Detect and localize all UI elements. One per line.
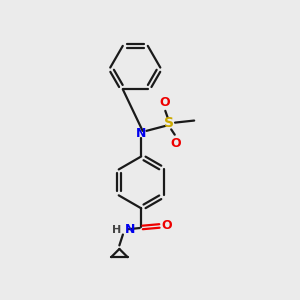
Text: N: N <box>124 223 135 236</box>
Text: N: N <box>136 127 146 140</box>
Text: O: O <box>170 137 181 150</box>
Text: O: O <box>161 220 172 232</box>
Text: O: O <box>159 96 170 109</box>
Text: S: S <box>164 116 174 130</box>
Text: H: H <box>112 225 122 235</box>
